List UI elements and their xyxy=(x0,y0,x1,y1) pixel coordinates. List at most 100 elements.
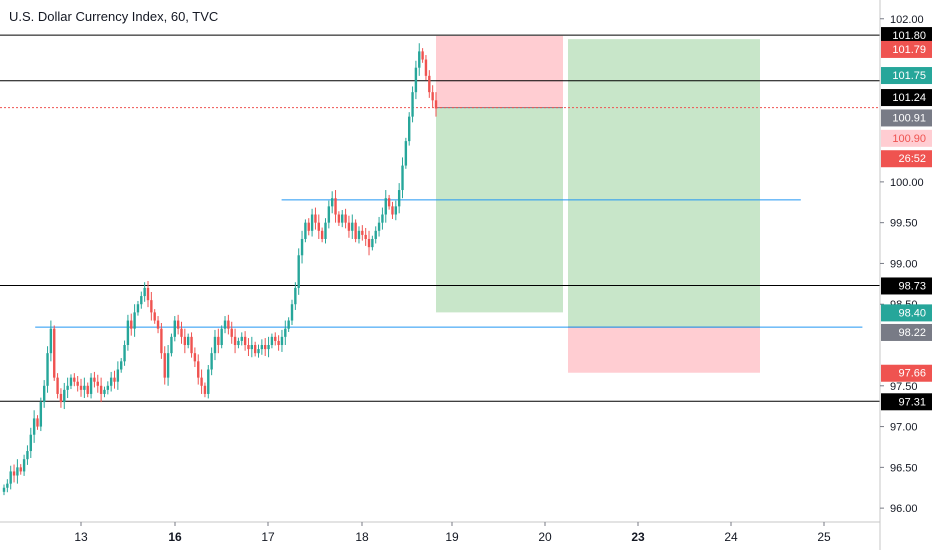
short-profit-zone xyxy=(436,107,563,313)
time-axis[interactable]: 13 16 17 18 19 20 23 24 25 xyxy=(74,522,831,544)
candle-body xyxy=(79,385,83,390)
candle-body xyxy=(156,320,160,329)
candle-body xyxy=(404,141,408,166)
candle-body xyxy=(150,300,153,313)
candle-body xyxy=(89,377,93,394)
horizontal-levels[interactable] xyxy=(0,34,880,402)
candle-body xyxy=(120,361,123,370)
candle-body xyxy=(176,320,180,329)
price-axis[interactable]: 102.00100.0099.5099.0098.5097.5097.0096.… xyxy=(880,14,924,515)
price-label-box xyxy=(881,304,932,322)
price-label-box xyxy=(881,89,932,107)
candle-body xyxy=(163,353,166,378)
candle-body xyxy=(210,353,213,370)
candle-body xyxy=(330,198,334,207)
price-label-box xyxy=(881,364,932,382)
candle-body xyxy=(247,345,250,350)
candle-body xyxy=(180,328,183,337)
candle-body xyxy=(297,255,300,288)
candle-body xyxy=(130,320,133,329)
candle-body xyxy=(173,320,176,337)
candle-body xyxy=(36,418,39,427)
candle-body xyxy=(6,483,9,488)
candle-body xyxy=(364,234,367,239)
candle-body xyxy=(32,418,36,435)
price-label-text: 101.80 xyxy=(892,30,926,42)
price-label-text: 97.31 xyxy=(898,396,926,408)
candle-body xyxy=(166,353,170,378)
candle-body xyxy=(290,304,294,321)
candle-body xyxy=(46,353,49,386)
candle-body xyxy=(106,385,110,390)
price-axis-label: 99.50 xyxy=(890,218,918,230)
candle-body xyxy=(237,340,240,346)
candle-body xyxy=(384,198,387,215)
candle-body xyxy=(411,92,414,117)
candle-body xyxy=(414,67,418,93)
candle-body xyxy=(401,165,404,191)
candle-body xyxy=(170,336,173,354)
candle-body xyxy=(56,377,59,394)
candle-body xyxy=(361,230,364,235)
candle-body xyxy=(213,336,217,354)
candle-body xyxy=(260,345,264,350)
candle-body xyxy=(123,345,126,362)
time-axis-label: 25 xyxy=(817,530,831,544)
candle-body xyxy=(334,198,337,215)
candle-body xyxy=(347,222,351,231)
candle-body xyxy=(69,377,73,386)
candle-body xyxy=(257,349,260,354)
price-label-text: 98.22 xyxy=(898,327,926,339)
candle-body xyxy=(83,385,86,390)
candle-body xyxy=(2,487,6,492)
candle-body xyxy=(374,230,377,239)
price-label-text: 101.75 xyxy=(892,70,926,82)
time-axis-label: 23 xyxy=(631,530,645,544)
candle-body xyxy=(190,336,193,354)
candle-body xyxy=(136,304,140,313)
short-loss-zone xyxy=(436,35,563,108)
candle-body xyxy=(126,320,130,346)
price-label-text: 100.90 xyxy=(892,133,926,145)
candle-body xyxy=(397,190,401,207)
price-axis-label: 99.00 xyxy=(890,258,918,270)
candle-body xyxy=(253,345,257,354)
candle-body xyxy=(9,471,12,484)
candle-body xyxy=(327,206,331,223)
candlesticks xyxy=(2,43,438,496)
candle-body xyxy=(140,296,143,305)
candle-body xyxy=(280,336,284,346)
price-label-box xyxy=(881,393,932,411)
candle-body xyxy=(250,345,254,350)
candle-body xyxy=(93,377,96,382)
candle-body xyxy=(16,467,19,476)
price-label-text: 26:52 xyxy=(898,153,926,165)
candle-body xyxy=(264,345,267,350)
candle-body xyxy=(287,320,290,329)
candle-body xyxy=(99,385,103,394)
candle-body xyxy=(227,320,230,329)
candle-body xyxy=(96,381,99,386)
candle-body xyxy=(109,377,113,386)
candle-body xyxy=(42,385,46,403)
candle-body xyxy=(26,451,29,460)
price-label-text: 101.79 xyxy=(892,44,926,56)
price-axis-label: 96.00 xyxy=(890,503,918,515)
candle-body xyxy=(317,222,320,231)
candle-body xyxy=(367,238,371,248)
candle-body xyxy=(200,377,203,386)
candle-body xyxy=(277,340,280,346)
candle-body xyxy=(391,206,394,215)
candle-body xyxy=(197,361,200,378)
price-label-box xyxy=(881,277,932,295)
candle-body xyxy=(304,222,307,239)
candle-body xyxy=(418,51,421,68)
candle-body xyxy=(53,328,56,378)
candle-body xyxy=(337,214,341,223)
price-label-text: 98.73 xyxy=(898,280,926,292)
candle-body xyxy=(29,434,32,452)
candle-body xyxy=(294,287,297,305)
candle-body xyxy=(394,206,398,215)
candle-body xyxy=(320,230,324,239)
